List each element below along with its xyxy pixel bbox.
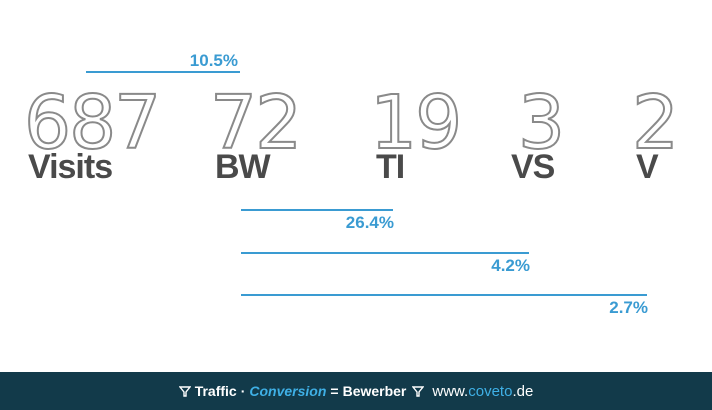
footer-bar: Traffic · Conversion = Bewerber www.cove… — [0, 372, 712, 410]
footer-traffic: Traffic — [194, 383, 237, 399]
visits-count: 687 — [23, 80, 162, 166]
rate-line-bw-v — [241, 294, 647, 296]
url-domain: coveto — [468, 382, 513, 400]
funnel-icon — [178, 386, 191, 397]
rate-bw-v: 2.7% — [609, 298, 648, 317]
funnel-icon — [412, 386, 425, 397]
bw-label: BW — [215, 148, 271, 186]
rate-bw-ti: 26.4% — [345, 213, 394, 232]
footer-bewerber: Bewerber — [342, 383, 407, 399]
rate-line-bw-vs — [241, 252, 529, 254]
footer-url[interactable]: www.coveto.de — [432, 383, 533, 400]
visits-label: Visits — [28, 148, 113, 186]
footer-dot: · — [240, 383, 246, 399]
url-prefix: www. — [432, 382, 469, 400]
vs-label: VS — [511, 148, 555, 186]
v-label: V — [636, 148, 659, 186]
rate-line-visits-bw — [86, 71, 240, 73]
v-count: 2 — [631, 80, 680, 166]
url-suffix: .de — [512, 382, 534, 400]
bw-count: 72 — [209, 80, 303, 166]
rate-bw-vs: 4.2% — [491, 256, 530, 275]
ti-count: 19 — [369, 80, 463, 166]
footer-equals: = — [330, 383, 339, 399]
rate-line-bw-ti — [241, 209, 393, 211]
ti-label: TI — [376, 148, 405, 186]
vs-count: 3 — [517, 80, 566, 166]
rate-visits-bw: 10.5% — [189, 51, 238, 70]
footer-conversion: Conversion — [249, 383, 327, 399]
